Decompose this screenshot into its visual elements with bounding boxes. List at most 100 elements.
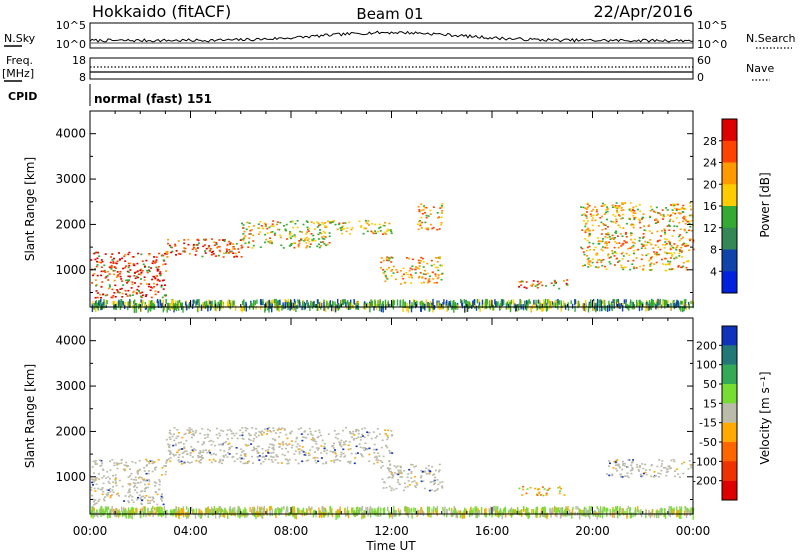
ground-cell (213, 303, 215, 309)
echo-cell (317, 449, 319, 451)
ground-scatter-band (90, 505, 695, 521)
echo-cell (300, 433, 303, 435)
echo-cell (611, 473, 614, 476)
echo-cell (122, 284, 125, 286)
echo-cell (653, 210, 656, 213)
echo-cell (271, 223, 274, 225)
ground-cell (354, 512, 357, 517)
echo-cell (268, 226, 271, 229)
echo-cell (685, 231, 688, 234)
echo-cell (418, 265, 421, 267)
ground-cell (521, 509, 523, 516)
echo-cell (314, 430, 317, 432)
ground-cell (332, 301, 334, 307)
ground-cell (337, 510, 339, 516)
echo-cell (683, 208, 686, 210)
echo-cell (235, 452, 238, 455)
ground-cell (289, 306, 291, 311)
echo-cell (620, 209, 623, 212)
echo-cell (139, 269, 142, 272)
echo-cell (312, 238, 315, 240)
ground-cell (407, 306, 410, 313)
echo-cell (606, 218, 608, 221)
echo-cell (425, 473, 428, 475)
ground-cell (670, 302, 672, 307)
echo-cell (436, 488, 439, 490)
time-axis-labels: 00:00 04:00 08:00 12:00 16:00 20:00 00:00 (73, 524, 711, 538)
noise-panel-frame (89, 22, 694, 49)
echo-cell (363, 449, 366, 452)
echo-cell (637, 468, 640, 471)
ground-cell (150, 300, 152, 308)
echo-cell (376, 428, 379, 430)
ground-cell (348, 302, 350, 307)
echo-cell (151, 262, 154, 265)
ground-cell (109, 512, 111, 519)
echo-cell (387, 229, 390, 232)
echo-cell (144, 479, 147, 482)
echo-cell (613, 264, 616, 266)
ground-cell (388, 510, 390, 516)
ground-cell (536, 511, 538, 516)
echo-cell (582, 220, 585, 222)
time-tick-label: 08:00 (274, 524, 309, 538)
echo-cell (379, 226, 382, 228)
echo-cell (120, 458, 123, 461)
echo-cell (420, 227, 423, 229)
echo-cell (141, 291, 144, 294)
echo-cell (580, 206, 583, 208)
ground-cell (445, 301, 447, 307)
echo-cell (199, 450, 202, 452)
echo-cell (169, 456, 172, 459)
echo-cell (429, 470, 432, 473)
echo-cell (636, 463, 638, 466)
echo-cell (421, 276, 424, 278)
echo-cell (426, 228, 429, 231)
echo-cell (622, 227, 625, 229)
echo-cell (217, 246, 220, 248)
echo-cell (655, 474, 657, 477)
ground-cell (170, 510, 172, 516)
ground-cell (604, 305, 607, 312)
ground-cell (572, 511, 574, 516)
echo-cell (203, 434, 206, 436)
echo-cell (585, 211, 588, 213)
ground-cell (379, 300, 381, 304)
echo-cell (165, 470, 168, 473)
ground-cell (543, 305, 545, 310)
echo-cell (100, 259, 103, 261)
echo-cell (525, 287, 528, 289)
echo-cell (595, 214, 598, 216)
echo-cell (145, 472, 148, 475)
echo-cell (634, 216, 637, 219)
echo-cell (177, 459, 180, 461)
echo-cell (307, 238, 310, 240)
ground-cell (488, 300, 491, 307)
echo-cell (440, 204, 443, 207)
echo-cell (243, 454, 246, 457)
ground-cell (612, 512, 614, 518)
echo-cell (584, 214, 587, 217)
echo-cell (382, 224, 385, 227)
ground-cell (134, 299, 136, 303)
ground-cell (425, 299, 427, 307)
echo-cell (298, 240, 301, 242)
echo-cell (142, 495, 145, 498)
echo-cell (310, 233, 313, 235)
echo-cell (410, 470, 413, 473)
echo-cell (342, 448, 345, 451)
time-tick-label: 04:00 (173, 524, 208, 538)
echo-cell (408, 276, 411, 279)
echo-cell (604, 224, 607, 227)
echo-cell (324, 232, 326, 234)
echo-cell (381, 478, 384, 481)
ground-cell (217, 301, 219, 306)
echo-cell (595, 253, 598, 256)
echo-cell (642, 233, 645, 235)
ground-cell (433, 506, 435, 512)
echo-cell (136, 288, 139, 291)
ground-cell (664, 299, 666, 307)
ground-cell (419, 509, 422, 516)
echo-cell (159, 498, 162, 500)
ground-cell (171, 299, 174, 307)
